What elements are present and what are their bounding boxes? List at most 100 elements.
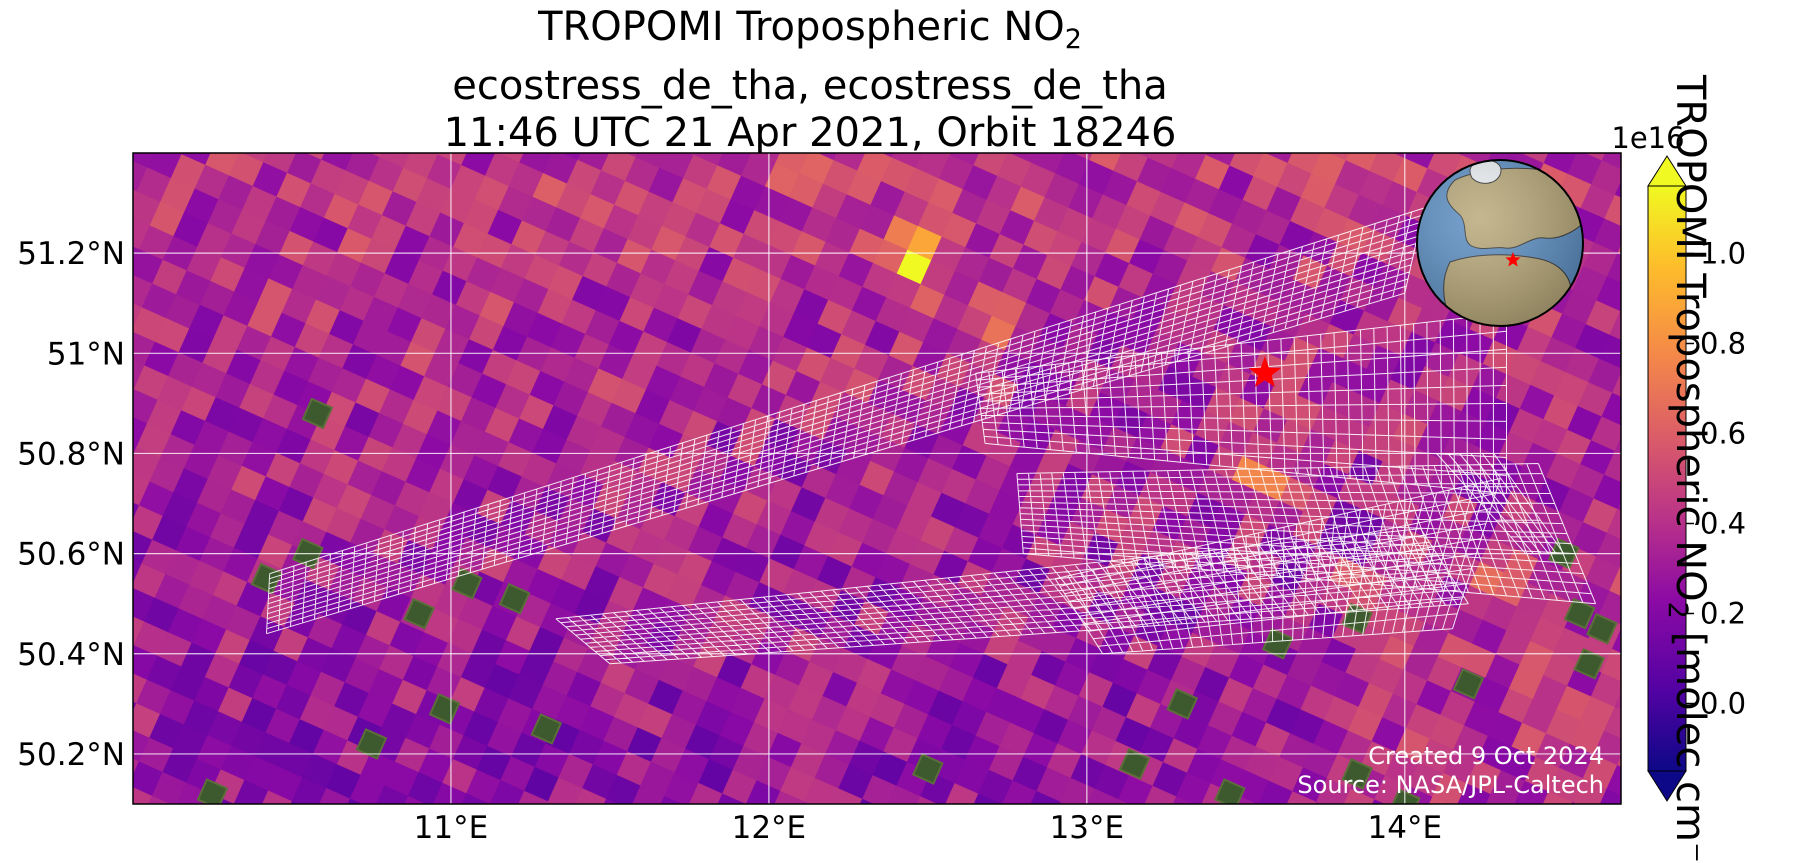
- no2-pixel: [978, 769, 1014, 804]
- no2-pixel: [861, 775, 897, 804]
- lat-tick-label: 51°N: [47, 336, 125, 372]
- no2-pixel: [944, 153, 952, 156]
- colorbar-body: [1648, 186, 1686, 771]
- land-imagery-tile: [403, 597, 436, 630]
- no2-pixel: [448, 107, 482, 141]
- no2-pixel: [1271, 815, 1305, 849]
- no2-pixel: [1455, 153, 1464, 156]
- no2-pixel: [774, 790, 805, 804]
- no2-pixel: [1132, 810, 1166, 844]
- no2-pixel: [133, 189, 138, 201]
- no2-pixel: [984, 118, 1018, 152]
- no2-pixel: [546, 801, 555, 804]
- lon-tick-label: 12°E: [732, 810, 807, 846]
- no2-pixel: [934, 807, 968, 841]
- no2-pixel: [233, 780, 269, 804]
- no2-pixel: [1298, 116, 1332, 150]
- land-imagery-tile: [1391, 788, 1421, 804]
- no2-pixel: [1473, 108, 1507, 142]
- footprint-scene: [1054, 478, 1501, 655]
- no2-pixel: [1614, 180, 1621, 199]
- no2-pixel: [1554, 116, 1588, 150]
- no2-pixel: [165, 807, 199, 841]
- colorbar-label: TROPOMI Tropospheric NO2 [molec cm⁻: [1662, 75, 1713, 863]
- no2-pixel: [603, 798, 619, 804]
- no2-pixel: [518, 790, 549, 804]
- land-imagery-tile: [1586, 612, 1618, 645]
- lat-tick-label: 51.2°N: [17, 236, 125, 272]
- no2-pixel: [107, 809, 141, 843]
- footprint-scene: [266, 207, 1425, 635]
- no2-pixel: [1315, 778, 1352, 804]
- no2-pixel: [133, 559, 143, 585]
- no2-pixel: [1286, 791, 1317, 804]
- land-imagery-tile: [911, 753, 944, 785]
- no2-pixel: [89, 147, 123, 181]
- no2-pixel: [992, 805, 1026, 839]
- lat-tick-label: 50.4°N: [17, 637, 125, 673]
- credit-source: Source: NASA/JPL-Caltech: [1297, 771, 1604, 799]
- no2-pixel: [1485, 794, 1514, 804]
- no2-pixel: [233, 803, 235, 804]
- no2-pixel: [133, 303, 143, 329]
- no2-pixel: [1601, 648, 1621, 683]
- lon-tick-label: 14°E: [1368, 810, 1443, 846]
- no2-pixel: [1144, 785, 1177, 804]
- land-imagery-tile: [1452, 667, 1485, 700]
- no2-pixel: [1606, 508, 1621, 540]
- no2-pixel: [1263, 153, 1265, 154]
- globe-inset: [1416, 159, 1584, 327]
- footprint-scene: [1016, 463, 1597, 605]
- no2-pixel: [588, 113, 622, 147]
- no2-pixel: [274, 115, 308, 149]
- no2-pixel: [1372, 799, 1386, 804]
- no2-pixel: [1519, 153, 1521, 154]
- lon-tick-label: 13°E: [1050, 810, 1125, 846]
- no2-pixel: [1542, 791, 1573, 804]
- no2-pixel: [1457, 783, 1491, 804]
- no2-pixel: [1087, 788, 1119, 804]
- no2-pixel: [1614, 436, 1621, 455]
- no2-pixel: [1616, 756, 1621, 768]
- colorbar-tick-label: 0.8: [1700, 327, 1746, 361]
- no2-pixel: [728, 118, 762, 152]
- no2-pixel: [148, 795, 171, 804]
- no2-pixel: [363, 810, 397, 844]
- no2-pixel: [390, 110, 424, 144]
- land-imagery-tile: [1166, 687, 1199, 720]
- title-line-1: TROPOMI Tropospheric NO2: [538, 4, 1082, 55]
- no2-pixel: [1248, 805, 1282, 839]
- no2-pixel: [1571, 801, 1577, 804]
- lat-tick-label: 50.8°N: [17, 436, 125, 472]
- no2-pixel: [1100, 113, 1134, 147]
- no2-pixel: [1042, 116, 1076, 150]
- no2-pixel: [94, 775, 128, 809]
- no2-pixel: [1030, 791, 1061, 804]
- land-imagery-tile: [250, 562, 283, 595]
- no2-pixel: [1586, 813, 1620, 847]
- no2-pixel: [1446, 808, 1480, 842]
- no2-pixel: [973, 793, 1002, 804]
- no2-pixel: [134, 110, 168, 144]
- land-imagery-tile: [498, 582, 531, 615]
- no2-pixel: [619, 810, 653, 844]
- no2-pixel: [1330, 813, 1364, 847]
- no2-pixel: [1414, 111, 1448, 145]
- no2-pixel: [1611, 628, 1621, 654]
- land-imagery-tile: [1573, 647, 1606, 680]
- no2-pixel: [678, 807, 712, 841]
- colorbar: 0.0 0.2 0.4 0.6 0.8 1.0 1e16: [1611, 121, 1746, 802]
- no2-pixel: [347, 798, 363, 804]
- title-line-2: ecostress_de_tha, ecostress_de_tha: [452, 63, 1168, 109]
- no2-pixel: [349, 774, 385, 804]
- no2-pixel: [461, 793, 491, 804]
- land-imagery-tile: [1261, 627, 1294, 660]
- no2-pixel: [1199, 153, 1208, 156]
- land-imagery-tile: [530, 713, 563, 745]
- no2-pixel: [305, 812, 339, 846]
- no2-pixel: [432, 782, 467, 804]
- map-title: TROPOMI Tropospheric NO2 ecostress_de_th…: [0, 4, 1620, 157]
- no2-pixel: [1432, 772, 1468, 804]
- no2-pixel: [89, 403, 123, 437]
